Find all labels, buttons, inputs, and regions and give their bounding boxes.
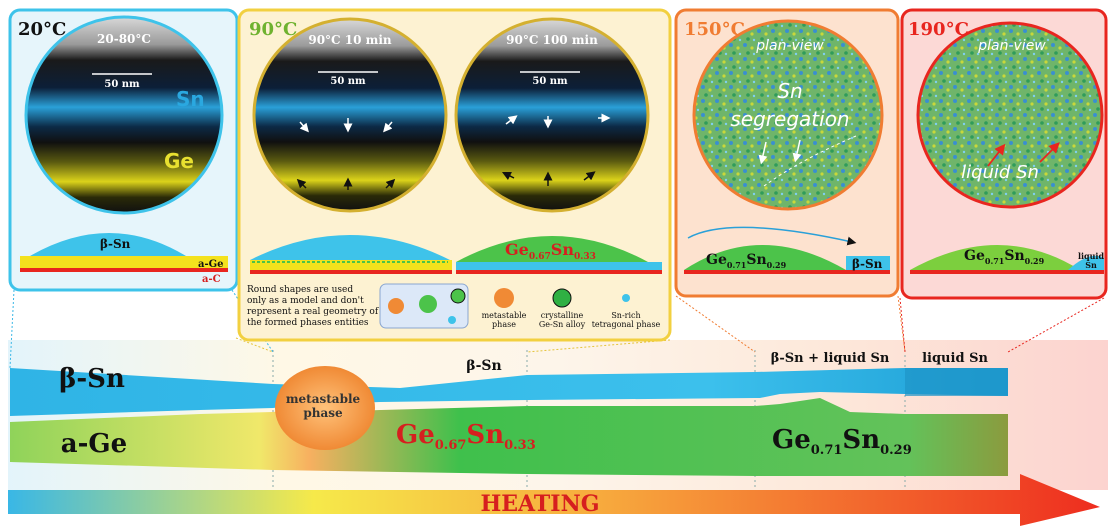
panel-90c-circle1-label: 90°C 10 min xyxy=(308,33,392,47)
panel-190c-liquid: liquid Sn xyxy=(961,162,1039,183)
panel-20c-bsn-drop xyxy=(30,233,186,256)
panel-90c-circle2-label: 90°C 100 min xyxy=(506,33,598,47)
panel-150c-ac-layer xyxy=(684,270,890,274)
panel-90c-drop-1 xyxy=(250,235,450,260)
panel-150c-arrows xyxy=(758,139,802,165)
model-cryst-icon xyxy=(419,295,437,313)
panel-20c-tem-circle xyxy=(24,15,224,215)
panel-150c-dashed-boundary xyxy=(763,135,857,187)
panel-190c-alloy: Ge0.71Sn0.29 xyxy=(964,248,1045,266)
panel-150c-map xyxy=(692,19,884,211)
panel-90c-circle-2 xyxy=(454,17,650,213)
panel-90c-circle-1 xyxy=(252,17,448,213)
panel-190c-right2: Sn xyxy=(1085,260,1097,270)
panel-190c-view: plan-view xyxy=(977,38,1046,54)
band-label-bsn-liquid: β-Sn + liquid Sn xyxy=(771,351,890,366)
panel-20c-ge-label: Ge xyxy=(164,149,194,173)
legend-metastable-icon xyxy=(494,288,514,308)
panel-190c: 190°C plan-view liquid Sn Ge0.71Sn0.29 l… xyxy=(900,8,1108,300)
model-snrich-icon xyxy=(448,316,456,324)
panel-90c-layer-sn-2 xyxy=(456,262,662,270)
metastable-phase-blob xyxy=(275,366,375,450)
connector-90 xyxy=(235,337,671,353)
legend-snrich-icon xyxy=(622,294,630,302)
model-cryst-small-icon xyxy=(450,288,466,304)
panel-20c-circle-label: 20-80°C xyxy=(97,32,151,46)
metastable-label-2: phase xyxy=(303,406,343,420)
panel-20c-temp: 20°C xyxy=(18,19,66,40)
panel-20c: 20°C 20-80°C 50 nm Sn Ge β-Sn a-Ge a-C xyxy=(8,8,239,292)
panel-90c-layer-c-1 xyxy=(250,270,452,274)
ge-band xyxy=(10,398,1008,476)
panel-90c: 90°C 90°C 10 min 90°C 100 min 50 nm 50 n… xyxy=(237,8,672,342)
band-label-age: a-Ge xyxy=(61,429,127,459)
panel-90c-scale-2: 50 nm xyxy=(532,76,568,87)
panel-150c-temp: 150°C xyxy=(684,19,745,40)
panel-90c-drop-2 xyxy=(456,236,648,262)
panel-150c: 150°C plan-view Sn segregation Ge0.71Sn0… xyxy=(674,8,900,298)
legend-cryst-label: crystalline xyxy=(541,311,584,320)
panel-20c-ac-layer xyxy=(20,268,228,272)
heating-arrow xyxy=(8,474,1100,526)
legend-metastable-label-2: phase xyxy=(492,320,516,329)
band-label-bsn-mid: β-Sn xyxy=(466,358,501,374)
panel-20c-sn-label: Sn xyxy=(176,87,205,111)
heating-label: HEATING xyxy=(481,491,600,517)
band-label-alloy2: Ge0.71Sn0.29 xyxy=(772,425,912,458)
panel-150c-alloy-drop xyxy=(684,245,846,270)
metastable-label-1: metastable xyxy=(286,392,361,406)
panel-150c-bsn-block xyxy=(846,256,890,270)
panel-20c-layer1: a-Ge xyxy=(198,259,224,270)
panel-90c-note: Round shapes are used only as a model an… xyxy=(247,285,381,328)
band-label-liquid: liquid Sn xyxy=(922,351,988,366)
panel-90c-layer-ge-1 xyxy=(250,260,452,270)
panel-20c-scale: 50 nm xyxy=(104,79,140,90)
liquid-band xyxy=(905,368,1008,396)
legend-metastable-label: metastable xyxy=(482,311,527,320)
panel-90c-temp: 90°C xyxy=(249,19,297,40)
panel-90c-layer-c-2 xyxy=(456,270,662,274)
panel-90c-scale-1: 50 nm xyxy=(330,76,366,87)
panel-20c-layer2: a-C xyxy=(202,274,221,285)
legend-snrich-label-2: tetragonal phase xyxy=(592,320,661,329)
panel-150c-seg2: segregation xyxy=(730,107,849,131)
panel-190c-right1: liquid xyxy=(1078,251,1105,261)
panel-190c-liquid-drop xyxy=(1068,255,1104,270)
panel-90c-alloy: Ge0.67Sn0.33 xyxy=(505,240,596,262)
panel-150c-right: β-Sn xyxy=(852,257,883,271)
beta-sn-band xyxy=(10,368,1008,416)
panel-90c-arrows-black xyxy=(296,171,596,190)
panel-190c-ac-layer xyxy=(910,270,1104,274)
panel-190c-alloy-drop xyxy=(910,245,1080,270)
band-label-alloy1: Ge0.67Sn0.33 xyxy=(396,420,536,453)
connector-190 xyxy=(899,297,1105,353)
panel-150c-view: plan-view xyxy=(755,38,824,54)
legend-cryst-label-2: Ge-Sn alloy xyxy=(539,320,586,329)
connector-150 xyxy=(675,295,906,353)
panel-20c-phase: β-Sn xyxy=(100,237,131,251)
panel-150c-curved-arrow xyxy=(687,226,857,246)
panel-190c-arrows xyxy=(987,142,1060,167)
model-metastable-icon xyxy=(388,298,404,314)
band-label-bsn: β-Sn xyxy=(59,364,125,394)
panel-150c-alloy: Ge0.71Sn0.29 xyxy=(706,252,787,270)
panel-150c-seg1: Sn xyxy=(777,79,802,103)
panel-20c-age-layer xyxy=(20,256,228,268)
legend-snrich-label: Sn-rich xyxy=(611,311,640,320)
panel-190c-temp: 190°C xyxy=(908,19,969,40)
panel-90c-arrows-white xyxy=(299,113,611,133)
panel-190c-map xyxy=(916,21,1104,209)
legend-cryst-icon xyxy=(552,288,572,308)
